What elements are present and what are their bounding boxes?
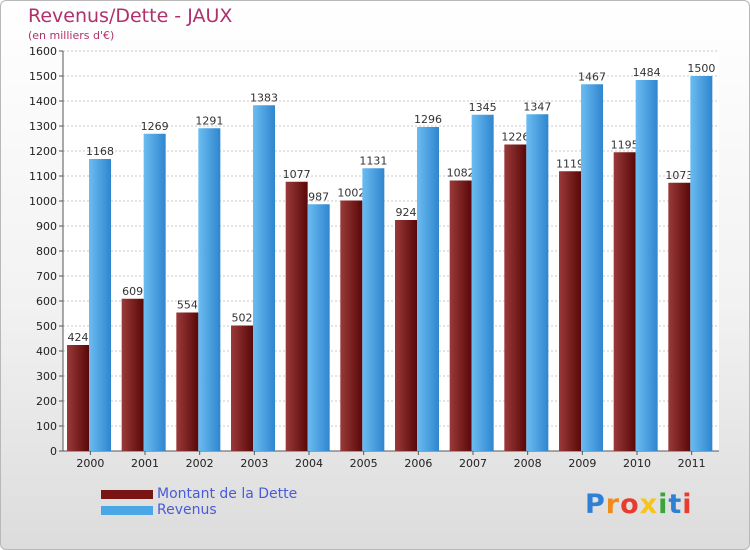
data-label-revenus: 1383 — [250, 91, 278, 104]
data-label-dette: 424 — [68, 331, 89, 344]
y-tick-label: 0 — [50, 445, 57, 458]
bar-revenus — [307, 204, 330, 451]
data-label-revenus: 987 — [308, 190, 329, 203]
bar-dette — [67, 345, 89, 451]
bar-revenus — [362, 168, 385, 451]
y-tick-label: 1600 — [29, 45, 57, 58]
bar-dette — [285, 181, 308, 451]
logo-letter: o — [620, 489, 640, 520]
y-tick-label: 1500 — [29, 70, 57, 83]
x-tick-label: 2001 — [131, 457, 159, 470]
proxiti-logo: Proxiti — [585, 489, 693, 520]
x-tick-label: 2002 — [186, 457, 214, 470]
logo-letter: i — [658, 489, 669, 520]
legend-label-revenus: Revenus — [157, 502, 217, 518]
x-tick-label: 2010 — [623, 457, 651, 470]
legend-swatch-dette — [101, 490, 153, 499]
x-tick-label: 2007 — [459, 457, 487, 470]
logo-letter: r — [605, 489, 621, 520]
bar-revenus — [581, 84, 603, 451]
logo-letter: t — [668, 489, 683, 520]
bar-revenus — [143, 133, 166, 451]
bar-dette — [613, 152, 636, 451]
y-tick-label: 1300 — [29, 120, 57, 133]
data-label-dette: 1119 — [556, 157, 584, 170]
data-label-revenus: 1500 — [687, 62, 715, 75]
legend-swatch-revenus — [101, 506, 153, 515]
chart-title: Revenus/Dette - JAUX — [28, 5, 233, 27]
data-label-revenus: 1484 — [633, 66, 661, 79]
bar-dette — [231, 325, 253, 451]
x-tick-label: 2008 — [514, 457, 542, 470]
bar-dette — [559, 171, 581, 451]
bar-dette — [176, 312, 199, 451]
data-label-dette: 554 — [177, 299, 198, 312]
bar-revenus — [635, 80, 658, 451]
data-label-revenus: 1269 — [141, 120, 169, 133]
data-label-dette: 1077 — [283, 168, 311, 181]
bar-revenus — [89, 159, 111, 451]
x-tick-label: 2009 — [568, 457, 596, 470]
data-label-revenus: 1296 — [414, 113, 442, 126]
data-label-revenus: 1131 — [359, 154, 387, 167]
data-label-dette: 1226 — [501, 131, 529, 144]
y-tick-label: 1200 — [29, 145, 57, 158]
x-tick-label: 2005 — [350, 457, 378, 470]
bar-revenus — [253, 105, 275, 451]
x-tick-label: 2003 — [240, 457, 268, 470]
data-label-dette: 609 — [122, 285, 143, 298]
legend-label-dette: Montant de la Dette — [157, 486, 298, 502]
y-tick-label: 600 — [36, 295, 57, 308]
data-label-revenus: 1345 — [469, 101, 497, 114]
x-tick-label: 2004 — [295, 457, 323, 470]
y-tick-label: 400 — [36, 345, 57, 358]
x-tick-label: 2006 — [404, 457, 432, 470]
y-tick-label: 200 — [36, 395, 57, 408]
bar-dette — [504, 144, 527, 451]
bar-revenus — [471, 114, 494, 451]
data-label-dette: 924 — [396, 206, 417, 219]
data-label-dette: 1082 — [447, 167, 475, 180]
bar-revenus — [526, 114, 549, 451]
bar-revenus — [690, 76, 713, 451]
x-tick-label: 2000 — [76, 457, 104, 470]
y-tick-label: 1100 — [29, 170, 57, 183]
bar-revenus — [417, 127, 439, 451]
data-label-revenus: 1291 — [195, 114, 223, 127]
y-tick-label: 800 — [36, 245, 57, 258]
bar-dette — [668, 182, 691, 451]
logo-letter: x — [639, 489, 659, 520]
y-tick-label: 100 — [36, 420, 57, 433]
bar-dette — [121, 298, 144, 451]
y-tick-label: 300 — [36, 370, 57, 383]
logo-letter: P — [585, 489, 606, 520]
data-label-dette: 502 — [232, 312, 253, 325]
bar-dette — [395, 220, 417, 451]
y-tick-label: 1000 — [29, 195, 57, 208]
logo-letter: i — [682, 489, 693, 520]
data-label-dette: 1073 — [665, 169, 693, 182]
data-label-revenus: 1467 — [578, 70, 606, 83]
bar-dette — [449, 180, 472, 451]
data-label-dette: 1002 — [337, 187, 365, 200]
bar-revenus — [198, 128, 221, 451]
x-tick-label: 2011 — [678, 457, 706, 470]
y-tick-label: 900 — [36, 220, 57, 233]
y-tick-label: 1400 — [29, 95, 57, 108]
chart-subtitle: (en milliers d'€) — [28, 29, 115, 42]
y-tick-label: 500 — [36, 320, 57, 333]
data-label-revenus: 1347 — [523, 100, 551, 113]
bar-dette — [340, 200, 363, 451]
data-label-revenus: 1168 — [86, 145, 114, 158]
y-tick-label: 700 — [36, 270, 57, 283]
data-label-dette: 1195 — [611, 138, 639, 151]
